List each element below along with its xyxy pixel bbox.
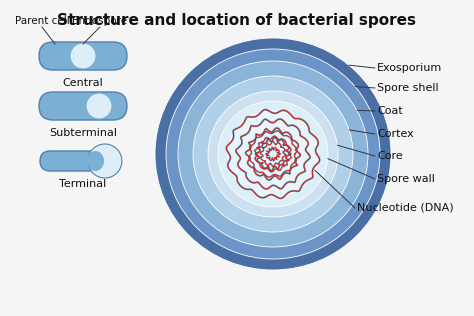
FancyBboxPatch shape [40,151,110,171]
Ellipse shape [208,91,338,217]
Text: Spore shell: Spore shell [377,83,438,93]
FancyBboxPatch shape [39,42,127,70]
Text: Nucleotide (DNA): Nucleotide (DNA) [357,203,454,213]
Ellipse shape [228,111,318,197]
Text: Spore wall: Spore wall [377,174,435,184]
Text: Endospore: Endospore [73,16,128,26]
Ellipse shape [218,101,328,207]
Text: Subterminal: Subterminal [49,128,117,138]
FancyBboxPatch shape [39,92,127,120]
Text: Structure and location of bacterial spores: Structure and location of bacterial spor… [57,13,417,28]
Ellipse shape [193,76,353,232]
Ellipse shape [87,151,104,171]
Text: Coat: Coat [377,106,403,116]
Text: Cortex: Cortex [377,129,414,139]
Ellipse shape [178,61,368,247]
Text: Terminal: Terminal [59,179,107,189]
Text: Central: Central [63,78,103,88]
Ellipse shape [166,49,380,259]
Ellipse shape [155,38,391,270]
Ellipse shape [70,43,96,69]
Text: Exosporium: Exosporium [377,63,442,73]
Ellipse shape [86,93,112,119]
Ellipse shape [88,144,122,178]
Text: Core: Core [377,151,403,161]
Text: Parent cell: Parent cell [15,16,69,26]
